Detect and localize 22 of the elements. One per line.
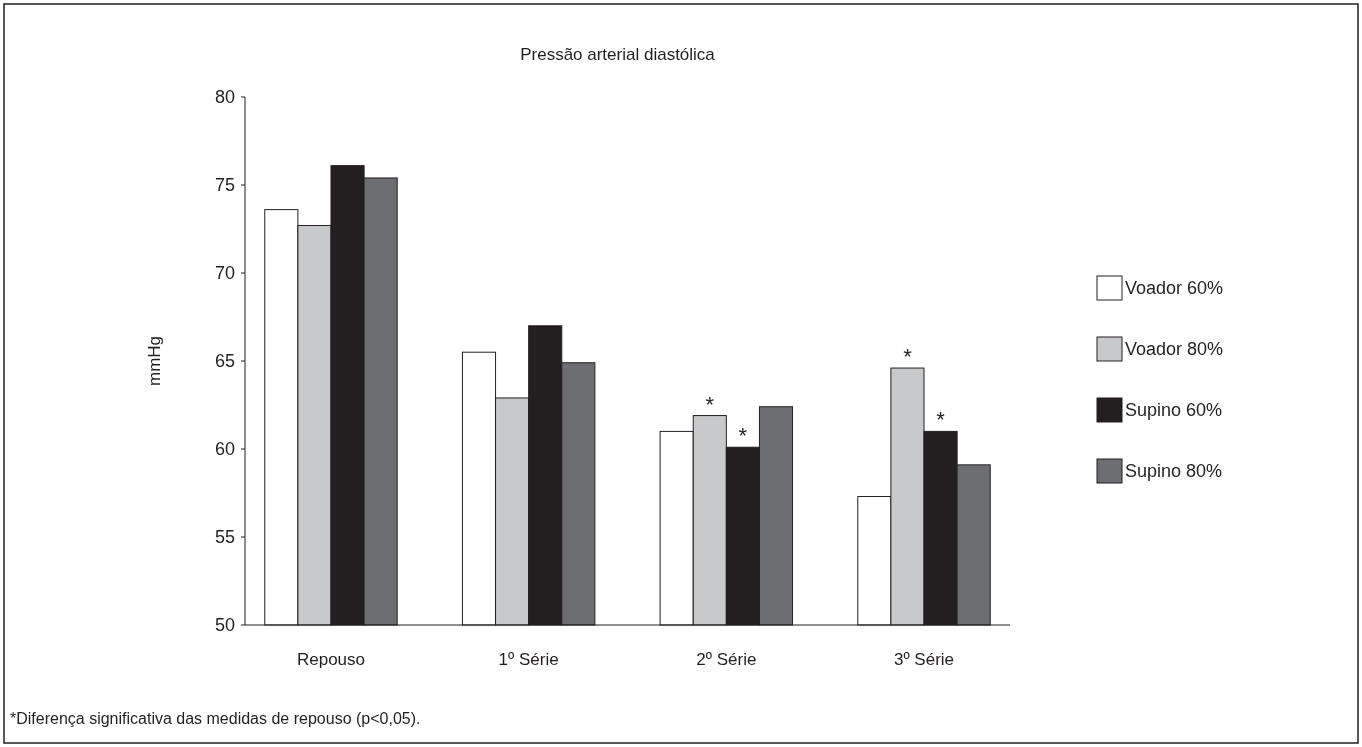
x-tick-label: 2º Série — [696, 650, 757, 669]
y-tick-label: 70 — [214, 263, 235, 284]
text: *Diferença significativa das medidas de repouso (p<0,05). — [10, 710, 421, 727]
y-tick-label: 55 — [214, 527, 235, 548]
x-tick-label: Repouso — [296, 650, 366, 669]
legend-label: Supino 80% — [1125, 461, 1223, 482]
annotation: * — [936, 407, 946, 433]
y-tick-label: 80 — [214, 87, 235, 108]
annotation: * — [705, 391, 715, 417]
legend-label: Supino 60% — [1125, 400, 1223, 421]
annotation: * — [903, 344, 913, 370]
y-axis-title: mmHg — [145, 335, 164, 387]
annotation: * — [738, 423, 748, 449]
y-tick-label: 50 — [214, 615, 235, 636]
legend-label: Voador 80% — [1125, 339, 1224, 360]
x-tick-label: 1º Série — [498, 650, 559, 669]
y-tick-label: 60 — [214, 439, 235, 460]
x-tick-label: 3º Série — [893, 650, 955, 669]
y-tick-label: 65 — [214, 351, 235, 372]
chart-title: Pressão arterial diastólica — [520, 45, 716, 64]
legend-label: Voador 60% — [1125, 278, 1224, 299]
y-tick-label: 75 — [214, 175, 235, 196]
